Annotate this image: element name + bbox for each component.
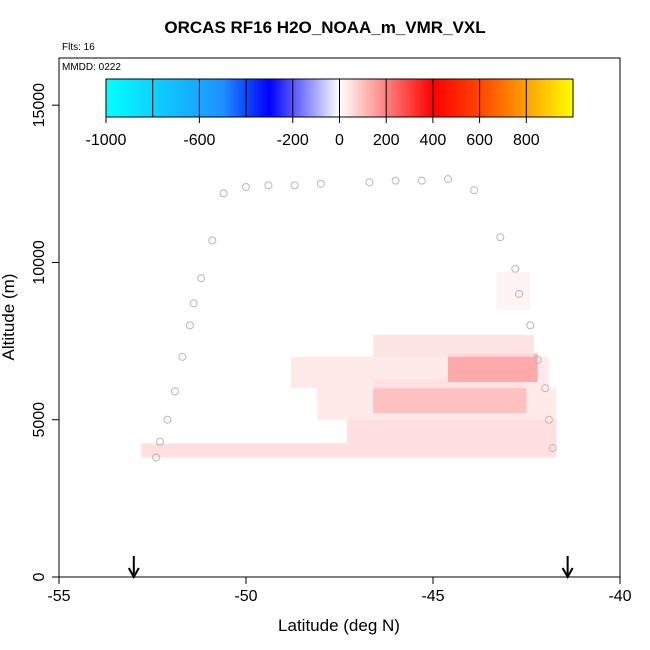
track-point (163, 415, 172, 424)
x-tick-label: -55 (47, 588, 70, 605)
track-point (242, 182, 250, 191)
heatmap-cell (141, 443, 557, 458)
track-point (219, 189, 228, 198)
y-tick-label: 0 (31, 572, 48, 581)
x-axis-label: Latitude (deg N) (278, 616, 400, 635)
x-tick-label: -50 (234, 588, 257, 605)
y-tick-label: 10000 (31, 240, 48, 285)
track-point (417, 176, 426, 185)
y-tick-label: 15000 (31, 83, 48, 128)
mmdd-label: MMDD: 0222 (62, 62, 121, 73)
track-point (264, 181, 273, 190)
heatmap-cell (447, 353, 538, 382)
track-point (548, 444, 557, 453)
y-tick-label: 5000 (31, 402, 48, 438)
colorbar-tick-label: -1000 (86, 132, 127, 149)
colorbar-tick-label: 800 (513, 132, 540, 149)
flight-track (152, 175, 557, 462)
heatmap-cell (496, 271, 531, 310)
heatmap-cells (141, 271, 557, 458)
x-axis: -55 -50 -45 -40 (47, 577, 632, 605)
down-arrow-icon (561, 556, 574, 580)
track-point (526, 321, 535, 330)
track-point (178, 352, 187, 361)
flights-label: Flts: 16 (62, 42, 95, 53)
y-axis-label: Altitude (m) (0, 274, 18, 361)
track-point (152, 453, 161, 462)
colorbar-tick-label: -600 (183, 132, 215, 149)
chart-title: ORCAS RF16 H2O_NOAA_m_VMR_VXL (164, 18, 486, 37)
colorbar-tick-label: 0 (335, 132, 344, 149)
x-tick-label: -40 (608, 588, 631, 605)
colorbar-tick-label: 400 (420, 132, 447, 149)
track-point (197, 274, 206, 283)
heatmap-cell (346, 419, 557, 444)
track-point (208, 236, 217, 245)
track-point (544, 415, 553, 424)
track-point (511, 264, 520, 273)
track-point (470, 186, 479, 195)
track-point (316, 179, 325, 188)
plot-frame (58, 57, 621, 578)
y-axis: 0 5000 10000 15000 (31, 83, 59, 581)
colorbar-tick-label: 200 (373, 132, 400, 149)
track-point (496, 233, 505, 242)
track-point (189, 299, 198, 308)
x-tick-label: -45 (421, 588, 444, 605)
track-point (365, 178, 374, 187)
track-point (170, 387, 179, 396)
track-point (185, 321, 194, 330)
track-point (443, 175, 452, 184)
track-point (155, 437, 164, 446)
track-point (541, 384, 550, 393)
colorbar-tick-label: 600 (466, 132, 493, 149)
colorbar: -1000 -600 -200 0 200 400 600 800 (86, 78, 574, 149)
colorbar-ticks: -1000 -600 -200 0 200 400 600 800 (86, 79, 540, 149)
arrow-markers (127, 556, 574, 580)
track-point (515, 289, 524, 298)
colorbar-tick-label: -200 (277, 132, 309, 149)
track-point (290, 181, 299, 190)
track-point (391, 176, 400, 185)
track-point (533, 355, 542, 364)
heatmap-cell (373, 334, 534, 357)
down-arrow-icon (127, 556, 140, 580)
